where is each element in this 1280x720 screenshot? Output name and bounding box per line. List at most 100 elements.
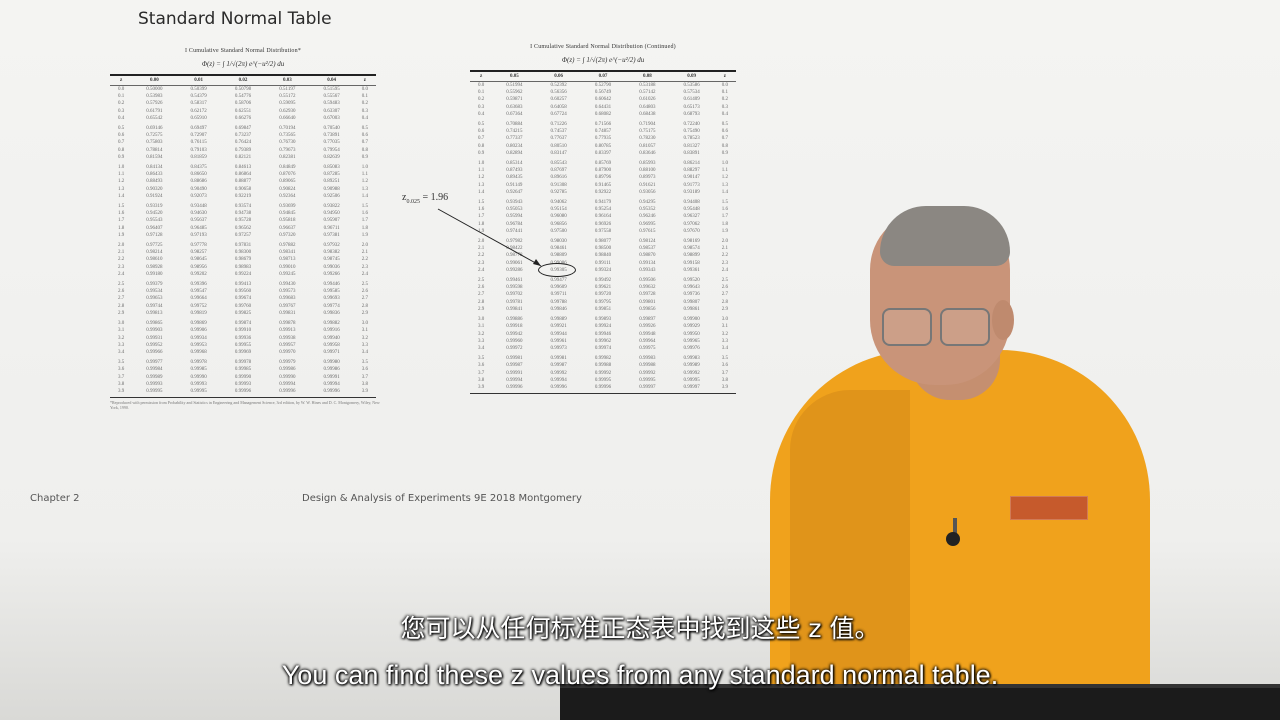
table-row: 0.6 0.74215 0.74537 0.74857 0.75175 0.75490 0.… — [470, 128, 736, 135]
table-cell: 2.8 — [117, 303, 125, 309]
table-cell: 0.93699 — [279, 204, 296, 210]
table-cell: 0.93822 — [323, 204, 340, 210]
table-cell: 0.98500 — [594, 246, 612, 252]
table-cell: 0.59095 — [279, 101, 296, 107]
table-cell: 0.99995 — [190, 388, 207, 394]
table-cell: 3.0 — [117, 321, 125, 327]
table-cell: 1.9 — [721, 228, 729, 234]
column-header: 0.00 — [149, 78, 159, 83]
table-cell: 3.8 — [117, 381, 125, 387]
table-cell: 0.97320 — [279, 232, 296, 238]
table-cell: 1.5 — [117, 204, 125, 210]
table-cell: 1.6 — [117, 211, 125, 217]
table-cell: 0.99913 — [279, 328, 296, 334]
table-cell: 0.99825 — [234, 310, 252, 316]
table-row: 0.1 0.55962 0.56356 0.56749 0.57142 0.57534 0.… — [470, 89, 736, 96]
table-cell: 0.99997 — [639, 384, 656, 390]
table-cell: 1.9 — [361, 232, 369, 238]
table-top-rule — [470, 70, 736, 72]
table-cell: 0.84613 — [234, 165, 252, 171]
table-cell: 0.99752 — [190, 303, 207, 309]
table-cell: 0.98124 — [639, 239, 656, 245]
table-cell: 0.95154 — [550, 207, 567, 213]
table-cell: 1.5 — [361, 204, 369, 210]
table-cell: 0.97882 — [279, 243, 296, 249]
table-cell: 0.99952 — [146, 342, 163, 348]
table-cell: 0.50000 — [146, 87, 163, 92]
table-cell: 0.76115 — [190, 140, 207, 146]
table-cell: 0.61026 — [639, 97, 656, 103]
table-cell: 2.4 — [721, 267, 729, 273]
table-row: 2.7 0.99702 0.99711 0.99720 0.99728 0.99736 2.… — [470, 291, 736, 298]
table-cell: 0.99989 — [146, 374, 163, 380]
table-cell: 3.8 — [477, 377, 485, 383]
table-cell: 0.96926 — [594, 221, 612, 227]
table-cell: 0.88297 — [683, 168, 700, 174]
table-cell: 0.99978 — [234, 360, 252, 366]
mic-clip — [953, 518, 957, 534]
table-cell: 0.64803 — [639, 104, 656, 110]
table-cell: 0.0 — [721, 83, 729, 88]
table-cell: 0.99982 — [594, 356, 612, 362]
table-cell: 0.99158 — [683, 260, 700, 266]
table-cell: 0.99874 — [234, 321, 252, 327]
table-cell: 1.2 — [117, 179, 125, 185]
table-cell: 0.1 — [361, 94, 369, 100]
table-cell: 0.99547 — [190, 289, 207, 295]
table-cell: 3.1 — [721, 324, 729, 330]
table-cell: 0.99900 — [683, 317, 700, 323]
table-cell: 2.0 — [721, 239, 729, 245]
table-cell: 0.53983 — [146, 94, 163, 100]
table-row: 3.6 0.99984 0.99985 0.99985 0.99986 0.99986 3.… — [110, 366, 376, 373]
table-cell: 1.6 — [477, 207, 485, 213]
table-cell: 0.7 — [477, 136, 485, 142]
table-cell: 0.8 — [721, 143, 729, 149]
table-row: 2.2 0.98778 0.98809 0.98840 0.98870 0.98899 2.… — [470, 252, 736, 259]
table-cell: 0.98645 — [190, 257, 207, 263]
table-cell: 3.3 — [721, 338, 729, 344]
table-cell: 0.98745 — [323, 257, 340, 263]
column-header: z — [363, 78, 367, 83]
table-cell: 2.5 — [477, 278, 485, 284]
table-cell: 0.98382 — [323, 250, 340, 256]
table-cell: 0.7 — [721, 136, 729, 142]
table-cell: 1.1 — [361, 172, 369, 178]
table-cell: 0.93943 — [506, 200, 523, 206]
table-cell: 0.99942 — [506, 331, 523, 337]
table-cell: 0.67724 — [550, 111, 567, 117]
table-cell: 0.99994 — [323, 381, 340, 387]
table-cell: 2.5 — [721, 278, 729, 284]
table-cell: 0.99987 — [506, 363, 523, 369]
table-cell: 0.1 — [117, 94, 125, 100]
table-cell: 0.69146 — [146, 126, 163, 132]
table-row: 3.4 0.99966 0.99968 0.99969 0.99970 0.99971 3.… — [110, 349, 376, 356]
table-cell: 0.9 — [117, 154, 125, 160]
table-cell: 0.78523 — [683, 136, 700, 142]
table-cell: 0.96784 — [506, 221, 523, 227]
table-cell: 0.99973 — [550, 345, 567, 351]
table-cell: 0.86650 — [190, 172, 207, 178]
table-cell: 1.8 — [361, 225, 369, 231]
table-cell: 0.95994 — [506, 214, 523, 220]
table-cell: 3.2 — [361, 335, 369, 341]
table-cell: 0.98610 — [146, 257, 163, 263]
table-cell: 2.9 — [117, 310, 125, 316]
table-cell: 2.2 — [721, 253, 729, 259]
table-cell: 0.99111 — [595, 260, 611, 266]
table-cell: 3.6 — [361, 367, 369, 373]
table-cell: 0.99918 — [506, 324, 523, 330]
table-cell: 3.6 — [721, 363, 729, 369]
subtitle-english: You can find these z values from any sta… — [281, 660, 999, 690]
table-body: 0.0 0.50000 0.50399 0.50798 0.51197 0.51595 0.… — [110, 86, 376, 395]
table-cell: 0.99520 — [683, 278, 700, 284]
table-row: 3.5 0.99981 0.99981 0.99982 0.99983 0.99983 3.… — [470, 355, 736, 362]
table-cell: 0.99379 — [146, 282, 163, 288]
highlight-circle — [538, 263, 576, 277]
table-cell: 0.0 — [117, 87, 125, 92]
table-cell: 0.78230 — [639, 136, 656, 142]
table-cell: 0.55567 — [323, 94, 340, 100]
table-cell: 0.99266 — [323, 271, 340, 277]
table-cell: 0.99990 — [234, 374, 252, 380]
table-cell: 0.99702 — [506, 292, 523, 298]
table-cell: 0.99991 — [506, 370, 523, 376]
